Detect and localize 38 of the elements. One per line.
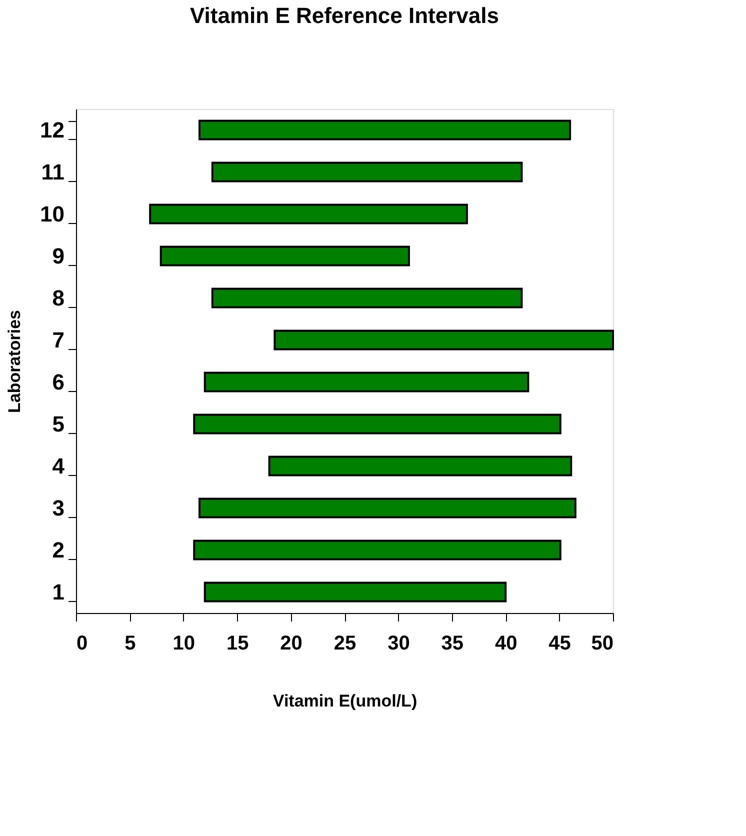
x-tick-label: 25 <box>334 632 356 654</box>
bar <box>211 288 523 308</box>
y-tick-label: 10 <box>40 202 64 226</box>
y-tick-label: 8 <box>52 286 64 310</box>
x-tick-label: 45 <box>548 632 571 654</box>
x-axis-title: Vitamin E(umol/L) <box>272 692 418 710</box>
x-tick-label: 0 <box>76 632 88 654</box>
bar <box>198 120 572 140</box>
x-tick-label: 10 <box>172 632 196 654</box>
x-tick-label: 40 <box>494 632 518 654</box>
x-tick-label: 30 <box>388 632 410 654</box>
x-tick-label: 20 <box>280 632 302 654</box>
y-tick-label: 7 <box>52 328 64 352</box>
x-tick-label: 15 <box>226 632 249 654</box>
y-tick-label: 2 <box>52 538 64 562</box>
bar <box>211 162 523 182</box>
x-tick-label: 5 <box>124 632 136 654</box>
bar <box>204 372 530 392</box>
y-tick-label: 5 <box>52 412 64 436</box>
bar <box>274 330 614 350</box>
bar <box>204 582 507 602</box>
y-tick-label: 3 <box>52 496 64 520</box>
y-tick-label: 1 <box>52 580 64 604</box>
chart-title: Vitamin E Reference Intervals <box>190 3 499 28</box>
x-tick-label: 35 <box>441 632 464 654</box>
bar <box>268 456 572 476</box>
bar <box>149 204 468 224</box>
y-tick-label: 6 <box>52 370 64 394</box>
y-tick-label: 9 <box>52 244 64 268</box>
bar <box>198 498 576 518</box>
bar <box>193 414 562 434</box>
x-tick-label: 50 <box>591 632 614 654</box>
bar <box>193 540 562 560</box>
bar <box>160 246 410 266</box>
y-tick-label: 12 <box>40 118 64 142</box>
y-tick-label: 11 <box>41 160 64 184</box>
y-tick-label: 4 <box>52 454 66 478</box>
y-axis-title: Laboratories <box>5 310 24 413</box>
